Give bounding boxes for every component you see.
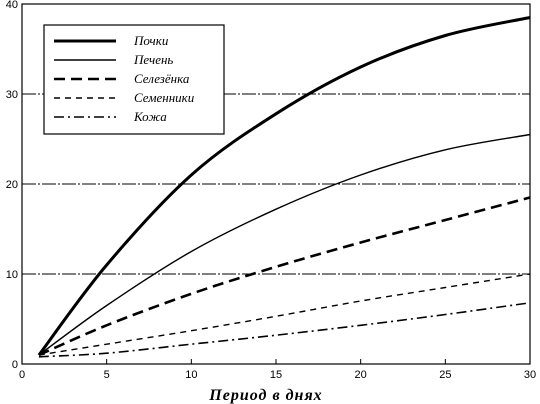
x-axis-title: Период в днях — [208, 387, 322, 404]
series-line-3 — [38, 196, 531, 357]
x-tick-label: 0 — [19, 369, 25, 381]
y-tick-label: 0 — [12, 359, 18, 371]
y-tick-label: 40 — [6, 0, 18, 11]
y-tick-label: 20 — [6, 179, 18, 191]
legend-label-2: Печень — [133, 52, 173, 67]
x-tick-label: 20 — [355, 369, 367, 381]
series-line-2 — [38, 133, 531, 356]
x-tick-label: 15 — [270, 369, 282, 381]
series-line-4 — [38, 273, 531, 356]
x-tick-label: 25 — [439, 369, 451, 381]
x-tick-label: 5 — [104, 369, 110, 381]
axis-ticks: 0 5 10 15 20 25 30 0 10 20 30 40 — [6, 0, 536, 381]
y-tick-label: 30 — [6, 89, 18, 101]
legend-label-3: Селезёнка — [134, 71, 190, 86]
series-lines — [37, 16, 531, 358]
legend-label-5: Кожа — [133, 109, 167, 124]
series-line-5 — [38, 302, 531, 358]
x-tick-label: 10 — [185, 369, 197, 381]
legend: Почки Печень Селезёнка Семенники Кожа — [43, 24, 225, 135]
y-tick-label: 10 — [6, 269, 18, 281]
legend-label-1: Почки — [133, 33, 169, 48]
x-tick-label: 30 — [524, 369, 536, 381]
series-line-1 — [37, 16, 531, 356]
legend-label-4: Семенники — [134, 90, 195, 105]
